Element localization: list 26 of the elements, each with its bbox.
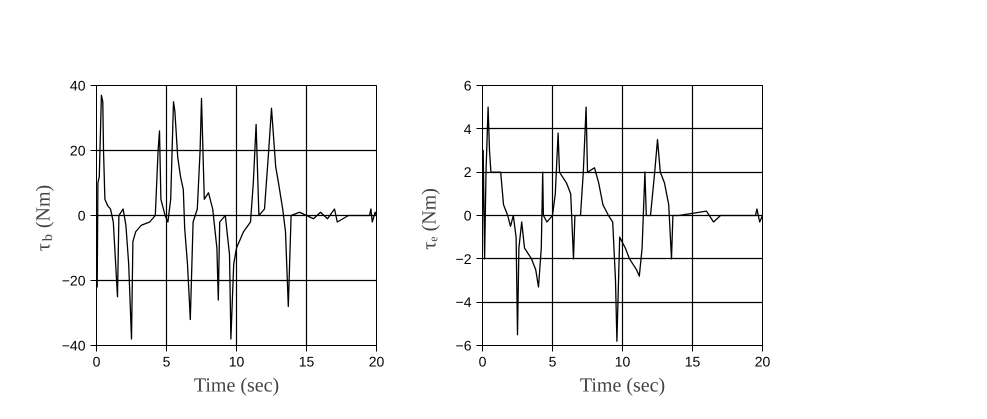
- x-axis-title: Time (sec): [580, 374, 666, 396]
- y-tick-label: 40: [70, 78, 86, 94]
- y-axis-title: τₑ (Nm): [418, 188, 440, 250]
- x-tick-label: 10: [614, 354, 630, 370]
- y-tick-label: −2: [456, 250, 472, 267]
- x-tick-label: 5: [162, 354, 171, 370]
- y-tick-label: −6: [456, 338, 472, 354]
- y-tick-label: −4: [456, 294, 472, 310]
- y-tick-label: 2: [464, 164, 472, 180]
- y-tick-label: −40: [62, 338, 86, 354]
- y-axis-title: τb (Nm): [32, 184, 56, 252]
- y-tick-label: 0: [464, 208, 472, 224]
- y-tick-label: 6: [464, 78, 472, 94]
- x-axis-title: Time (sec): [194, 374, 280, 396]
- y-tick-label: 4: [464, 120, 472, 137]
- y-tick-label: 0: [78, 208, 86, 224]
- x-tick-label: 5: [548, 354, 557, 370]
- x-tick-label: 20: [368, 354, 384, 370]
- y-tick-label: 20: [70, 142, 86, 158]
- x-tick-label: 20: [754, 354, 770, 370]
- x-tick-label: 10: [228, 354, 244, 370]
- x-tick-label: 15: [684, 354, 700, 370]
- x-tick-label: 0: [92, 354, 101, 370]
- x-tick-label: 0: [478, 354, 487, 370]
- y-tick-label: −20: [62, 272, 86, 288]
- x-tick-label: 15: [298, 354, 314, 370]
